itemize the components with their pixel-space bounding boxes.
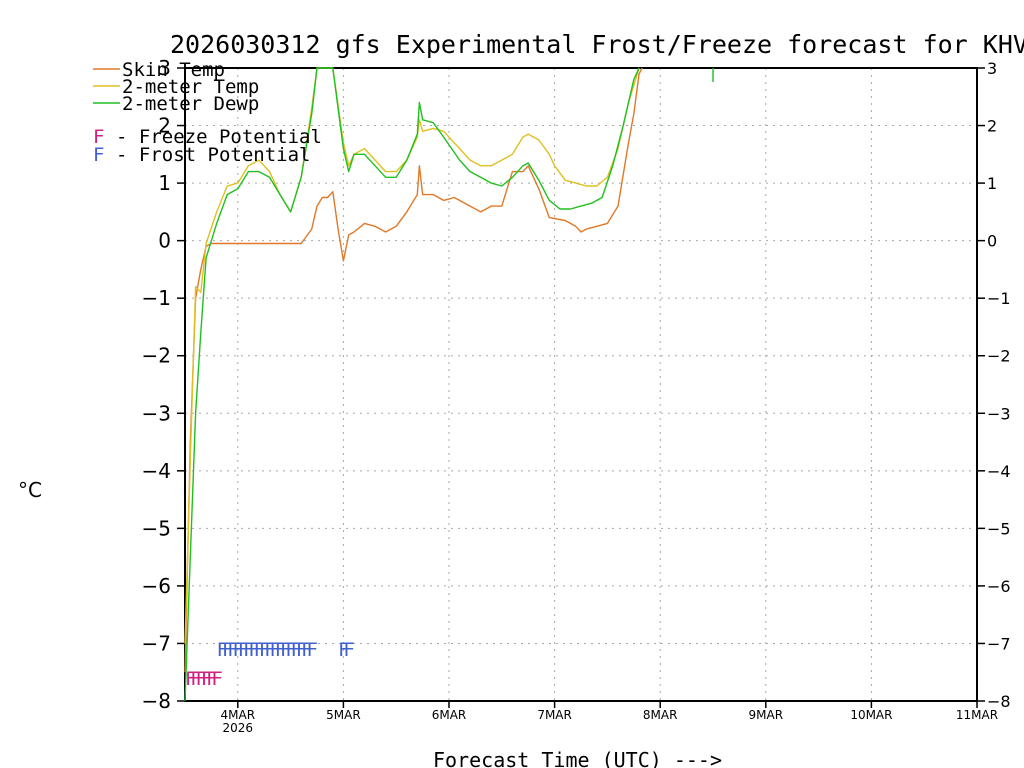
plot-frame xyxy=(184,67,978,702)
y-axis-label: °C xyxy=(18,478,42,502)
legend-label: 2-meter Dewp xyxy=(122,93,259,115)
frost-potential-marker: F xyxy=(306,639,317,661)
frost-potential-marker: F xyxy=(296,639,307,661)
frost-potential-marker: F xyxy=(291,639,302,661)
y-tick-label: −3 xyxy=(142,401,171,425)
frost-potential-marker: F xyxy=(343,639,354,661)
y-tick-label-right: −1 xyxy=(987,289,1011,308)
y-tick-label-right: −5 xyxy=(987,519,1011,538)
y-tick-label: 1 xyxy=(158,171,171,195)
freeze-potential-marker: F xyxy=(190,668,201,690)
frost-potential-marker: F xyxy=(280,639,291,661)
x-tick-label: 8MAR xyxy=(643,708,678,722)
y-tick-label: −5 xyxy=(142,516,171,540)
frost-potential-marker: F xyxy=(222,639,233,661)
y-tick-label-right: 2 xyxy=(987,117,997,136)
series-line-2-meter-dewp xyxy=(184,67,640,702)
frost-potential-marker: F xyxy=(259,639,270,661)
frost-potential-marker: F xyxy=(217,639,228,661)
series-line-skin-temp xyxy=(184,67,643,673)
legend-marker-glyph: F xyxy=(93,126,104,148)
y-tick-label-right: 0 xyxy=(987,232,997,251)
frost-potential-marker: F xyxy=(233,639,244,661)
x-tick-label: 11MAR xyxy=(956,708,998,722)
y-tick-label-right: −3 xyxy=(987,404,1011,423)
freeze-potential-marker: F xyxy=(211,668,222,690)
y-tick-label-right: 1 xyxy=(987,174,997,193)
freeze-potential-marker: F xyxy=(185,668,196,690)
y-tick-label: −7 xyxy=(142,631,171,655)
grid xyxy=(185,68,977,701)
y-tick-label: −4 xyxy=(142,459,171,483)
frost-potential-marker: F xyxy=(264,639,275,661)
legend-marker-glyph: F xyxy=(93,144,104,166)
freeze-potential-marker: F xyxy=(196,668,207,690)
frost-potential-marker: F xyxy=(243,639,254,661)
y-tick-label-right: −6 xyxy=(987,577,1011,596)
y-tick-label-right: −8 xyxy=(987,692,1011,711)
y-axis-left-ticks: −8 −7 −6 −5 −4 −3 −2 −1 0 1 2 3 xyxy=(142,56,185,713)
y-tick-label: −2 xyxy=(142,344,171,368)
legend-label: Skin Temp xyxy=(122,59,225,81)
frost-potential-marker: F xyxy=(338,639,349,661)
frost-potential-marker: F xyxy=(254,639,265,661)
y-tick-label-right: 3 xyxy=(987,59,997,78)
x-tick-label: 6MAR xyxy=(432,708,467,722)
x-tick-year: 2026 xyxy=(223,721,254,735)
frost-potential-marker: F xyxy=(285,639,296,661)
legend-label: 2-meter Temp xyxy=(122,76,259,98)
frost-potential-marker: F xyxy=(275,639,286,661)
x-tick-label: 7MAR xyxy=(537,708,572,722)
frost-potential-marker: F xyxy=(238,639,249,661)
y-axis-right-ticks: −8 −7 −6 −5 −4 −3 −2 −1 0 1 2 3 xyxy=(977,59,1011,711)
y-tick-label-right: −7 xyxy=(987,634,1011,653)
legend-label: - Freeze Potential xyxy=(116,126,322,148)
frost-potential-marker: F xyxy=(227,639,238,661)
frost-potential-marker: F xyxy=(269,639,280,661)
series-lines xyxy=(184,67,714,702)
y-tick-label: 3 xyxy=(158,56,171,80)
x-tick-label: 10MAR xyxy=(850,708,892,722)
axes xyxy=(184,67,978,702)
x-tick-label: 9MAR xyxy=(749,708,784,722)
x-tick-label: 4MAR xyxy=(221,708,256,722)
legend-label: - Frost Potential xyxy=(116,144,310,166)
x-axis-label: Forecast Time (UTC) ---> xyxy=(433,748,722,768)
y-tick-label: −8 xyxy=(142,689,171,713)
chart-title: 2026030312 gfs Experimental Frost/Freeze… xyxy=(170,30,1024,59)
y-tick-label: −6 xyxy=(142,574,171,598)
y-tick-label: 2 xyxy=(158,114,171,138)
freeze-potential-marker: F xyxy=(201,668,212,690)
x-tick-label: 5MAR xyxy=(326,708,361,722)
frost-potential-marker: F xyxy=(301,639,312,661)
freeze-potential-marker: F xyxy=(206,668,217,690)
y-tick-label-right: −4 xyxy=(987,462,1011,481)
y-tick-label: −1 xyxy=(142,286,171,310)
y-tick-label: 0 xyxy=(158,229,171,253)
y-tick-label-right: −2 xyxy=(987,347,1011,366)
frost-potential-marker: F xyxy=(248,639,259,661)
